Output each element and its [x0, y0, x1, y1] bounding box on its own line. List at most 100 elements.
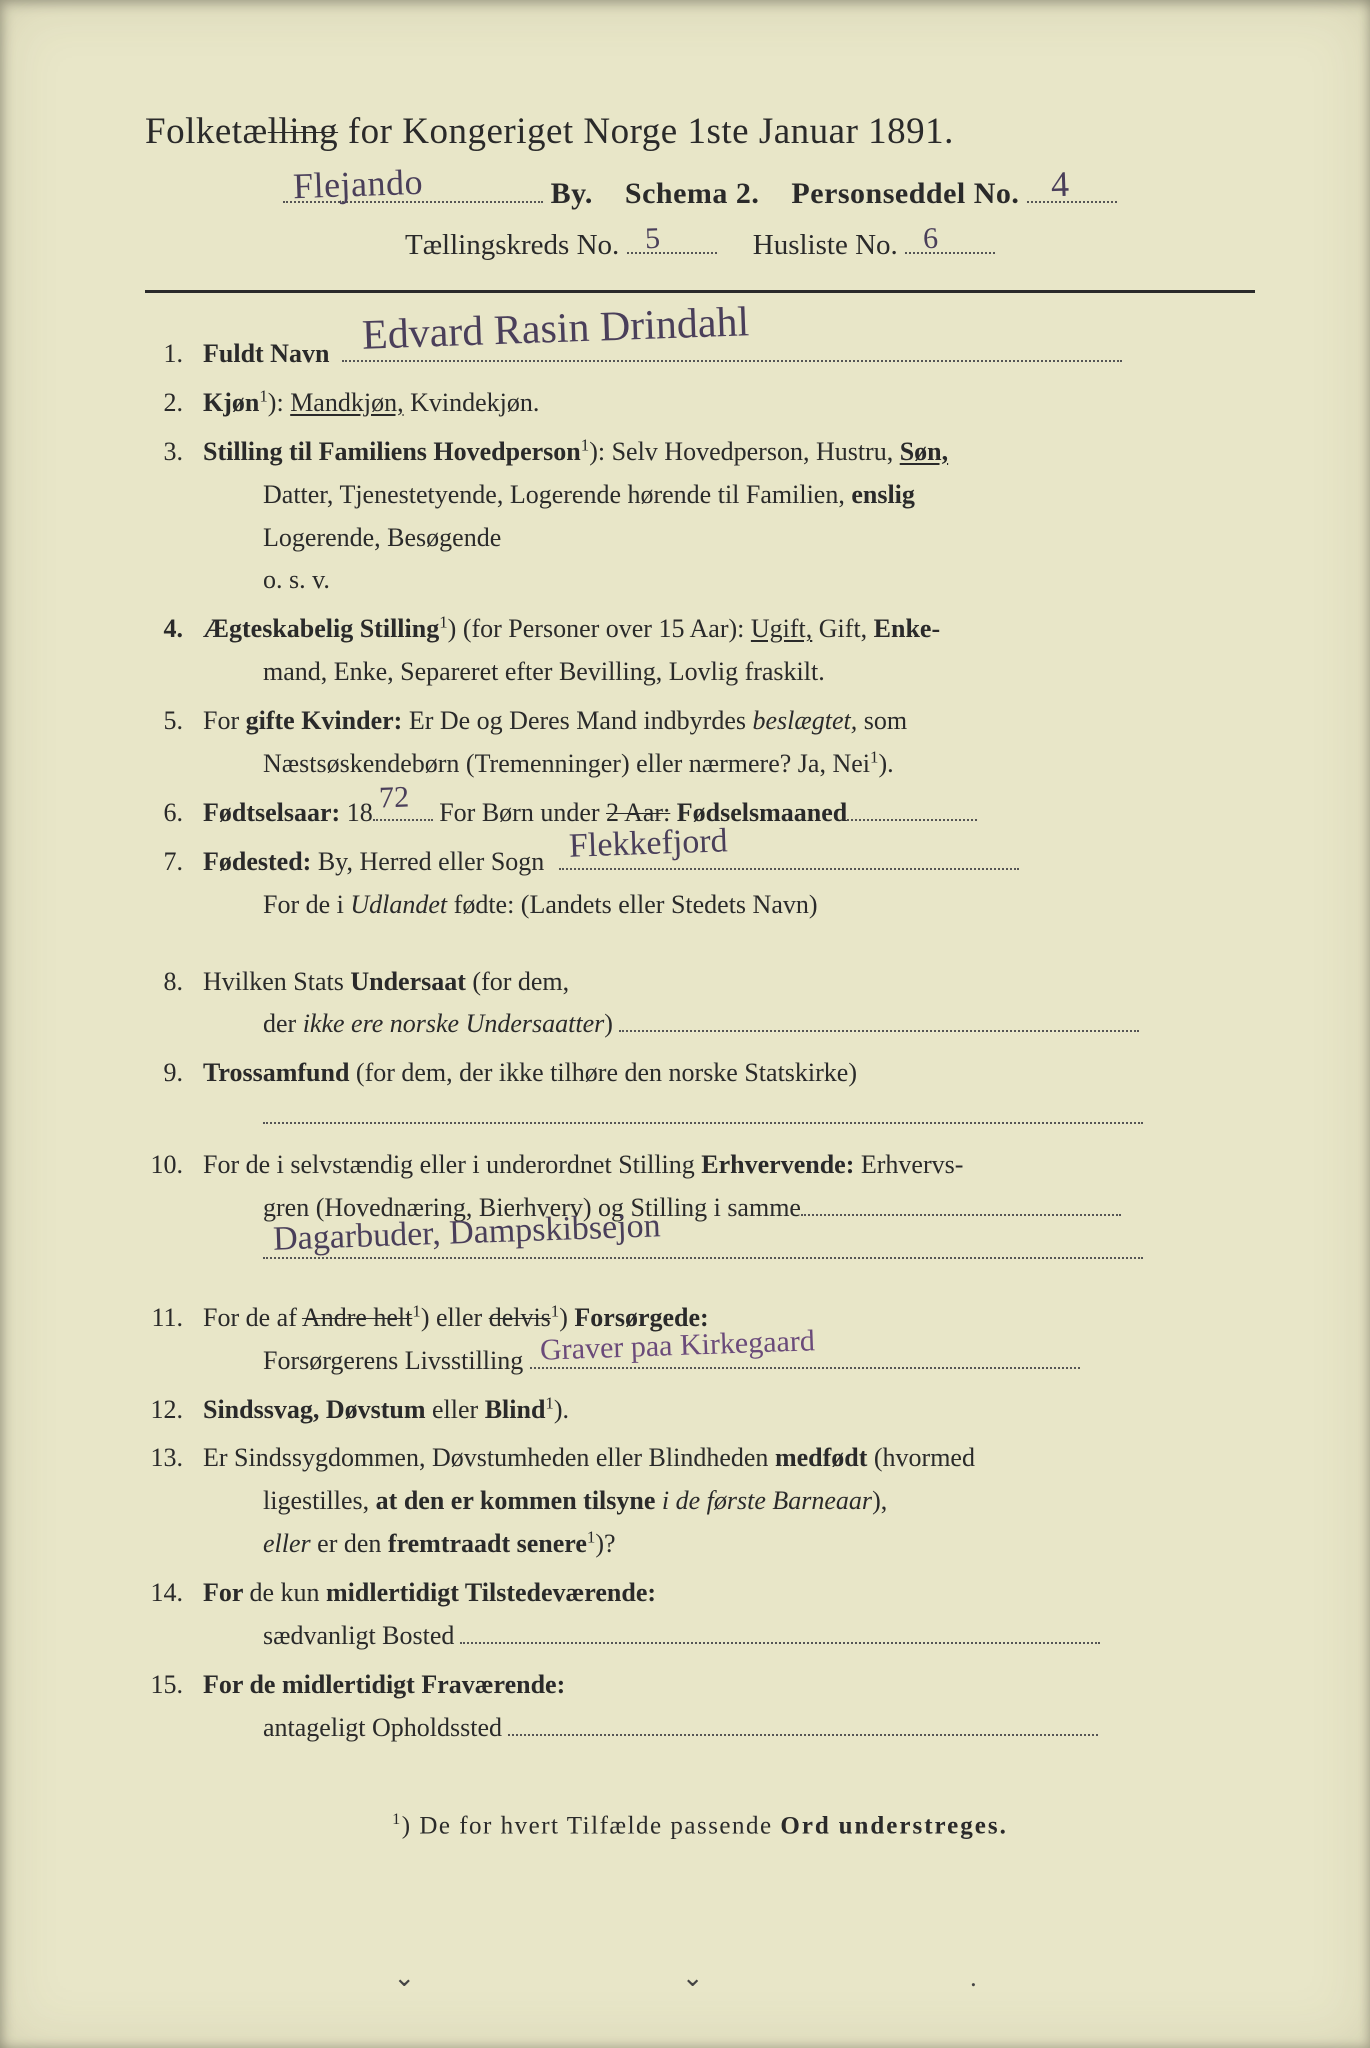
q14-field [460, 1642, 1100, 1644]
q4-enke: Enke- [874, 614, 940, 643]
q8-a: Hvilken Stats [203, 967, 350, 996]
q13-medf: medfødt [775, 1443, 867, 1472]
q14-cont: sædvanligt Bosted [263, 1621, 454, 1650]
q10-num: 10. [145, 1144, 203, 1187]
mark-3: . [970, 1963, 977, 1993]
q13-c1b: ), [872, 1486, 887, 1515]
q15-num: 15. [145, 1664, 203, 1707]
q8-cont: der [263, 1009, 303, 1038]
by-label: By. [551, 177, 593, 210]
title-part-a: Folketæ [145, 111, 268, 152]
q3-cont1: Datter, Tjenestetyende, Logerende hørend… [263, 480, 851, 509]
footnote-sup: 1 [392, 1810, 402, 1828]
q1-field: Edvard Rasin Drindahl [342, 360, 1122, 362]
q5-gifte: gifte Kvinder: [246, 706, 403, 735]
q4-sup: 1 [439, 613, 447, 632]
q11-sup2: 1 [551, 1301, 559, 1320]
header-row-by: Flejando By. Schema 2. Personseddel No. … [145, 177, 1255, 211]
q15-a: For [203, 1670, 249, 1699]
husliste-no-handwritten: 6 [922, 222, 938, 257]
q14-num: 14. [145, 1572, 203, 1615]
bottom-marks: ⌄ ⌄ . [0, 1963, 1370, 1993]
q5-b: Er De og Deres Mand indbyrdes [402, 706, 752, 735]
question-9: 9. Trossamfund (for dem, der ikke tilhør… [145, 1052, 1255, 1138]
q11-value: Graver paa Kirkegaard [539, 1316, 815, 1375]
q1-label: Fuldt Navn [203, 339, 329, 368]
q13-c2b: er den [311, 1529, 388, 1558]
q7-cont1: For de i [263, 890, 350, 919]
q3-sup: 1 [581, 435, 589, 454]
q4-rest: ) (for Personer over 15 Aar): [448, 614, 751, 643]
q11-sup1: 1 [412, 1301, 420, 1320]
question-11: 11. For de af Andre helt1) eller delvis1… [145, 1297, 1255, 1383]
question-7: 7. Fødested: By, Herred eller Sogn Flekk… [145, 841, 1255, 927]
q8-under: Undersaat [350, 967, 466, 996]
q8-ital: ikke ere norske Undersaatter [303, 1009, 605, 1038]
q14-a: For [203, 1578, 249, 1607]
mark-1: ⌄ [393, 1963, 415, 1993]
personseddel-field: 4 [1027, 201, 1117, 203]
q11-cont: Forsørgerens Livsstilling [263, 1346, 523, 1375]
footnote-und: understreges. [839, 1812, 1008, 1839]
q2-num: 2. [145, 382, 203, 425]
kreds-no-handwritten: 5 [644, 222, 660, 257]
question-1: 1. Fuldt Navn Edvard Rasin Drindahl [145, 333, 1255, 376]
title-part-b: for Kongeriget Norge 1ste Januar 1891. [338, 111, 954, 152]
q13-end: )? [595, 1529, 615, 1558]
footnote-ord: Ord [780, 1812, 830, 1839]
q5-besl: beslægtet, [753, 706, 858, 735]
q13-c2a: eller [263, 1529, 311, 1558]
personseddel-label: Personseddel No. [791, 177, 1019, 210]
q5-a: For [203, 706, 246, 735]
footnote: 1) De for hvert Tilfælde passende Ord un… [145, 1810, 1255, 1840]
q11-b: ) eller [421, 1303, 489, 1332]
q10-field2: Dagarbuder, Dampskibsejon [263, 1257, 1143, 1259]
q5-num: 5. [145, 700, 203, 743]
q10-field1 [801, 1214, 1121, 1216]
husliste-field: 6 [905, 252, 995, 254]
q8-field [619, 1030, 1139, 1032]
q14-midl: midlertidigt Tilstedeværende: [326, 1578, 656, 1607]
q10-a: For de i selvstændig eller i underordnet… [203, 1150, 701, 1179]
q3-enslig: enslig [851, 480, 915, 509]
q3-label: Stilling til Familiens Hovedperson [203, 437, 581, 466]
q2-sup: 1 [259, 386, 267, 405]
q3-num: 3. [145, 431, 203, 474]
q13-c1ital: i de første Barneaar [662, 1486, 872, 1515]
question-5: 5. For gifte Kvinder: Er De og Deres Man… [145, 700, 1255, 786]
q8-b: (for dem, [466, 967, 569, 996]
q7-rest: By, Herred eller Sogn [311, 847, 544, 876]
q13-b: (hvormed [867, 1443, 975, 1472]
q7-udl: Udlandet [350, 890, 447, 919]
q4-cont: mand, Enke, Separeret efter Bevilling, L… [203, 651, 1255, 694]
by-handwritten: Flejando [292, 161, 423, 208]
q11-num: 11. [145, 1297, 203, 1340]
q13-num: 13. [145, 1437, 203, 1480]
q4-label: Ægteskabelig Stilling [203, 614, 439, 643]
personseddel-no-handwritten: 4 [1051, 163, 1071, 206]
q11-andre: Andre helt [302, 1303, 412, 1332]
q9-field [263, 1122, 1143, 1124]
kreds-field: 5 [627, 252, 717, 254]
question-4: 4. Ægteskabelig Stilling1) (for Personer… [145, 608, 1255, 694]
q12-blind: Blind [485, 1395, 546, 1424]
q9-num: 9. [145, 1052, 203, 1095]
q4-rest2: Gift, [812, 614, 873, 643]
q12-sup: 1 [545, 1393, 553, 1412]
q7-num: 7. [145, 841, 203, 884]
q2-mandkjon: Mandkjøn, [290, 388, 403, 417]
q12-label: Sindssvag, Døvstum [203, 1395, 426, 1424]
q3-son: Søn, [900, 437, 948, 466]
question-13: 13. Er Sindssygdommen, Døvstumheden elle… [145, 1437, 1255, 1566]
q6-year-field: 72 [373, 819, 433, 821]
q11-field: Graver paa Kirkegaard [530, 1367, 1080, 1369]
q8-num: 8. [145, 961, 203, 1004]
mark-2: ⌄ [682, 1963, 704, 1993]
header-row-kreds: Tællingskreds No. 5 Husliste No. 6 [145, 229, 1255, 262]
q15-field [508, 1734, 1098, 1736]
q13-a: Er Sindssygdommen, Døvstumheden eller Bl… [203, 1443, 775, 1472]
q6-18: 18 [340, 798, 373, 827]
q9-label: Trossamfund [203, 1058, 349, 1087]
q6-fm-field [847, 819, 977, 821]
question-14: 14. For de kun midlertidigt Tilstedevære… [145, 1572, 1255, 1658]
